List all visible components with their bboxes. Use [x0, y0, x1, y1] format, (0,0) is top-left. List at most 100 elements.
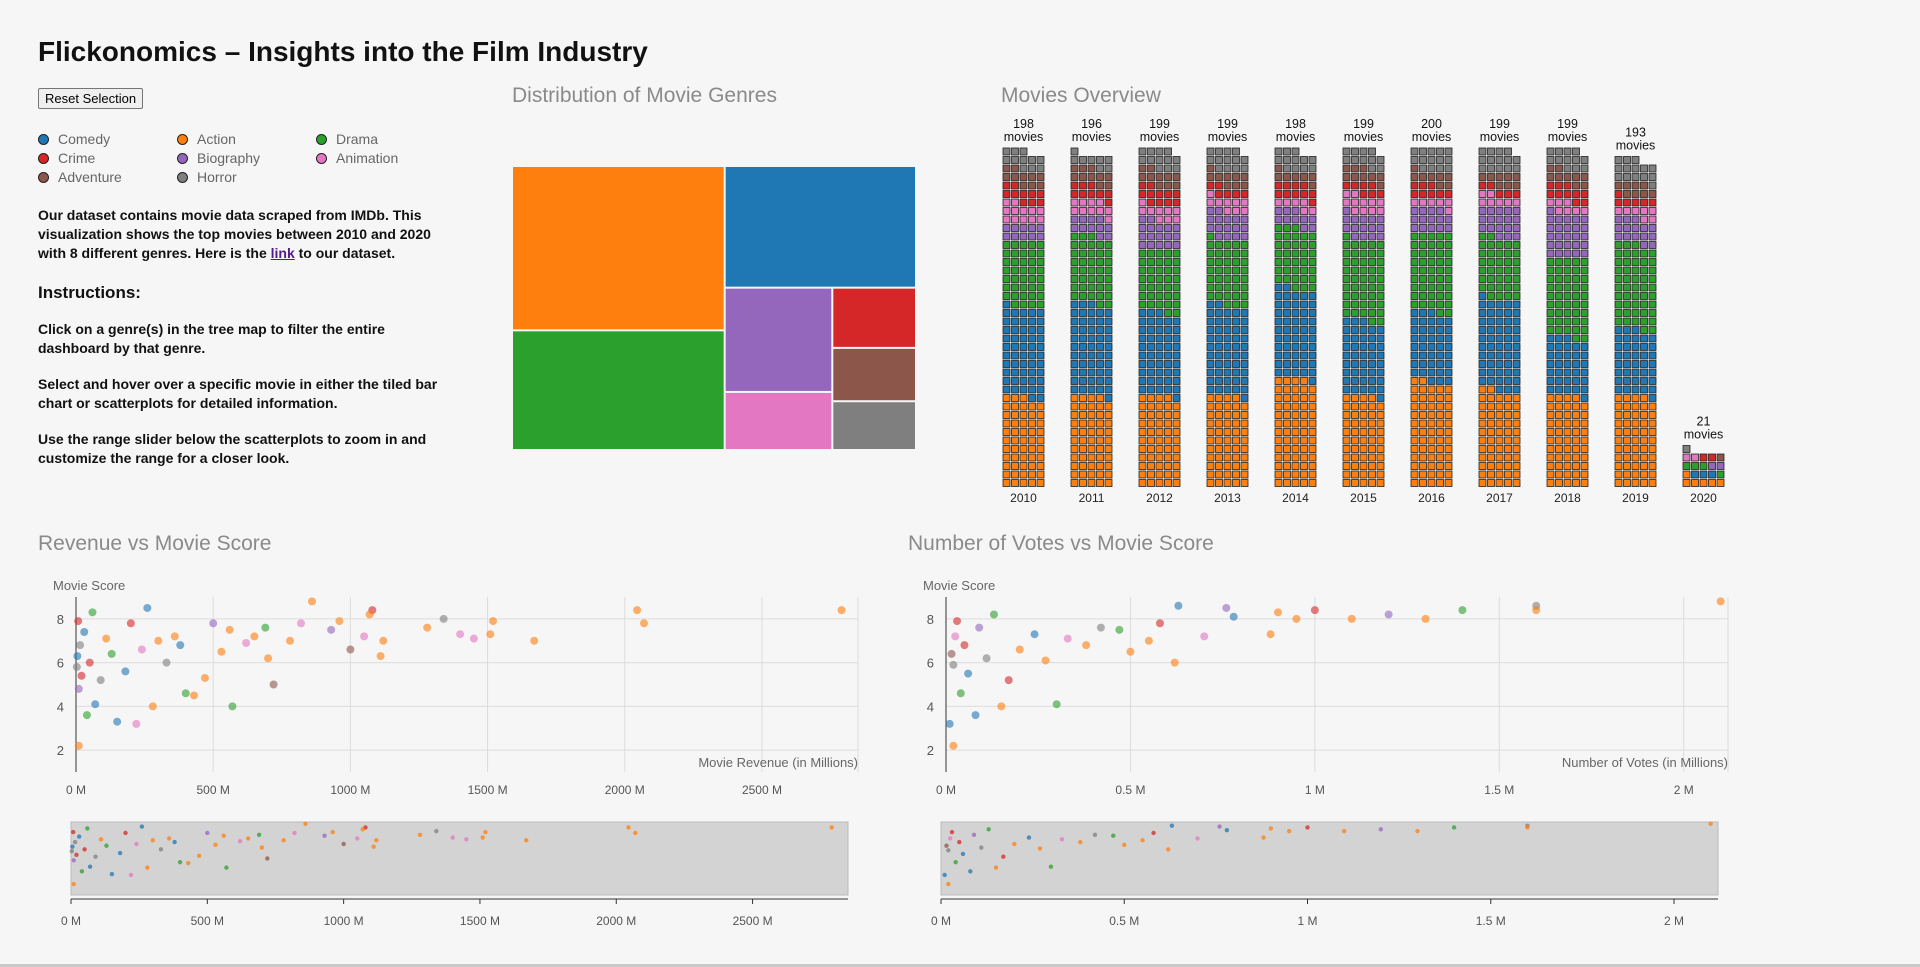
waffle-tile-drama[interactable] — [1240, 300, 1249, 309]
waffle-tile-action[interactable] — [1410, 462, 1419, 470]
waffle-tile-action[interactable] — [1232, 436, 1240, 445]
waffle-tile-action[interactable] — [1419, 445, 1427, 453]
waffle-tile-comedy[interactable] — [1283, 317, 1291, 326]
waffle-tile-comedy[interactable] — [1019, 368, 1028, 377]
scatter-point-comedy[interactable] — [73, 652, 82, 661]
waffle-tile-drama[interactable] — [1206, 241, 1215, 249]
waffle-tile-action[interactable] — [1300, 377, 1308, 385]
waffle-tile-drama[interactable] — [1555, 326, 1563, 334]
waffle-tile-drama[interactable] — [1631, 241, 1640, 249]
waffle-tile-action[interactable] — [1232, 479, 1240, 487]
waffle-tile-drama[interactable] — [1648, 275, 1657, 283]
waffle-tile-action[interactable] — [1623, 453, 1631, 462]
waffle-tile-comedy[interactable] — [1410, 368, 1419, 377]
waffle-tile-drama[interactable] — [1436, 249, 1444, 258]
waffle-tile-horror[interactable] — [1623, 173, 1631, 181]
waffle-tile-drama[interactable] — [1436, 283, 1444, 292]
waffle-tile-adventure[interactable] — [1359, 173, 1368, 181]
waffle-tile-drama[interactable] — [1436, 241, 1444, 249]
waffle-tile-action[interactable] — [1206, 394, 1215, 402]
waffle-tile-action[interactable] — [1504, 428, 1512, 436]
waffle-tile-biography[interactable] — [1002, 224, 1011, 232]
scatter-point-action[interactable] — [837, 606, 846, 615]
waffle-tile-horror[interactable] — [1240, 164, 1249, 173]
waffle-tile-comedy[interactable] — [1104, 317, 1113, 326]
waffle-tile-comedy[interactable] — [1104, 351, 1113, 360]
waffle-tile-action[interactable] — [1138, 462, 1147, 470]
waffle-tile-drama[interactable] — [1376, 241, 1385, 249]
waffle-tile-action[interactable] — [1682, 479, 1691, 487]
waffle-tile-drama[interactable] — [1487, 266, 1495, 275]
waffle-tile-action[interactable] — [1215, 428, 1223, 436]
waffle-tile-comedy[interactable] — [1410, 334, 1419, 343]
scatter-point-crime[interactable] — [1155, 619, 1164, 628]
waffle-tile-horror[interactable] — [1019, 156, 1028, 164]
waffle-tile-action[interactable] — [1410, 402, 1419, 411]
waffle-tile-horror[interactable] — [1563, 156, 1572, 164]
waffle-tile-drama[interactable] — [1351, 249, 1359, 258]
waffle-tile-action[interactable] — [1495, 411, 1504, 419]
waffle-tile-action[interactable] — [1572, 462, 1580, 470]
waffle-tile-adventure[interactable] — [1011, 164, 1019, 173]
waffle-tile-comedy[interactable] — [1351, 377, 1359, 385]
waffle-tile-comedy[interactable] — [1419, 368, 1427, 377]
waffle-tile-comedy[interactable] — [1623, 351, 1631, 360]
waffle-tile-action[interactable] — [1079, 462, 1087, 470]
waffle-tile-horror[interactable] — [1070, 156, 1079, 164]
waffle-tile-comedy[interactable] — [1011, 309, 1019, 317]
waffle-tile-drama[interactable] — [1478, 266, 1487, 275]
waffle-tile-action[interactable] — [1563, 419, 1572, 428]
legend-item-action[interactable]: Action — [177, 131, 236, 147]
waffle-tile-horror[interactable] — [1444, 147, 1453, 156]
waffle-tile-animation[interactable] — [1240, 198, 1249, 207]
waffle-tile-adventure[interactable] — [1104, 173, 1113, 181]
waffle-tile-comedy[interactable] — [1283, 334, 1291, 343]
waffle-tile-drama[interactable] — [1555, 275, 1563, 283]
waffle-tile-drama[interactable] — [1580, 334, 1589, 343]
waffle-tile-drama[interactable] — [1240, 241, 1249, 249]
scatter-point-comedy[interactable] — [1174, 601, 1183, 610]
waffle-tile-action[interactable] — [1342, 419, 1351, 428]
waffle-tile-comedy[interactable] — [1070, 377, 1079, 385]
waffle-tile-comedy[interactable] — [1495, 343, 1504, 351]
waffle-tile-drama[interactable] — [1036, 283, 1045, 292]
waffle-tile-comedy[interactable] — [1036, 351, 1045, 360]
waffle-tile-animation[interactable] — [1291, 198, 1300, 207]
waffle-tile-horror[interactable] — [1223, 147, 1232, 156]
waffle-tile-biography[interactable] — [1223, 224, 1232, 232]
waffle-tile-horror[interactable] — [1291, 156, 1300, 164]
waffle-tile-horror[interactable] — [1444, 156, 1453, 164]
waffle-tile-drama[interactable] — [1002, 275, 1011, 283]
waffle-tile-comedy[interactable] — [1164, 360, 1172, 368]
waffle-tile-drama[interactable] — [1155, 249, 1164, 258]
waffle-tile-crime[interactable] — [1546, 181, 1555, 190]
waffle-tile-animation[interactable] — [1436, 198, 1444, 207]
waffle-tile-action[interactable] — [1563, 428, 1572, 436]
waffle-tile-action[interactable] — [1495, 479, 1504, 487]
waffle-tile-biography[interactable] — [1155, 241, 1164, 249]
waffle-tile-comedy[interactable] — [1368, 377, 1376, 385]
waffle-tile-action[interactable] — [1104, 445, 1113, 453]
waffle-tile-comedy[interactable] — [1376, 326, 1385, 334]
waffle-tile-action[interactable] — [1155, 428, 1164, 436]
waffle-tile-adventure[interactable] — [1648, 190, 1657, 198]
waffle-tile-action[interactable] — [1300, 470, 1308, 479]
waffle-tile-action[interactable] — [1623, 436, 1631, 445]
waffle-tile-drama[interactable] — [1623, 241, 1631, 249]
waffle-tile-action[interactable] — [1359, 394, 1368, 402]
waffle-tile-comedy[interactable] — [1232, 326, 1240, 334]
waffle-tile-action[interactable] — [1019, 394, 1028, 402]
waffle-tile-drama[interactable] — [1555, 266, 1563, 275]
waffle-tile-biography[interactable] — [1274, 207, 1283, 215]
waffle-tile-action[interactable] — [1427, 385, 1436, 394]
waffle-tile-comedy[interactable] — [1368, 351, 1376, 360]
waffle-tile-animation[interactable] — [1019, 207, 1028, 215]
waffle-tile-comedy[interactable] — [1283, 368, 1291, 377]
waffle-tile-comedy[interactable] — [1495, 368, 1504, 377]
waffle-tile-action[interactable] — [1682, 470, 1691, 479]
waffle-tile-drama[interactable] — [1419, 292, 1427, 300]
waffle-tile-comedy[interactable] — [1138, 317, 1147, 326]
waffle-tile-comedy[interactable] — [1240, 309, 1249, 317]
waffle-tile-horror[interactable] — [1563, 147, 1572, 156]
waffle-tile-action[interactable] — [1614, 445, 1623, 453]
